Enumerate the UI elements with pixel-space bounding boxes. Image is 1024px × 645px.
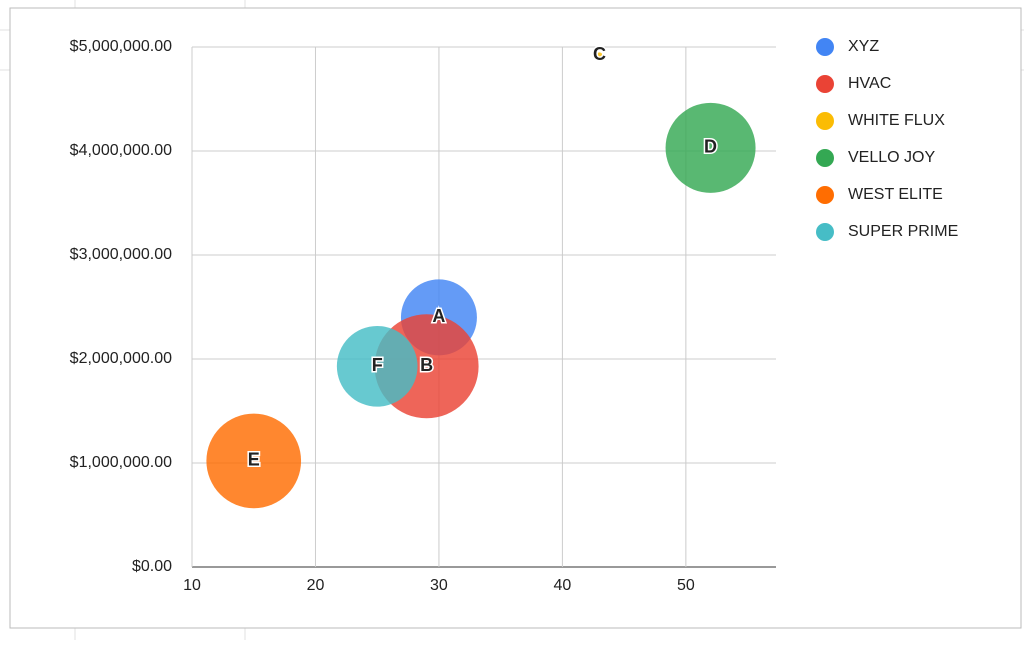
chart-frame xyxy=(9,7,1022,629)
bubble-label: E xyxy=(248,450,260,470)
bubble xyxy=(596,52,603,59)
legend-label: HVAC xyxy=(848,75,891,92)
x-tick-label: 50 xyxy=(677,577,695,594)
x-tick-label: 20 xyxy=(307,577,325,594)
legend-marker xyxy=(816,75,834,93)
legend-marker xyxy=(816,149,834,167)
legend-marker xyxy=(816,186,834,204)
legend-marker xyxy=(816,38,834,56)
bubble-label: C xyxy=(593,44,606,64)
bubble xyxy=(336,325,418,407)
bubble-label: B xyxy=(420,355,433,375)
x-tick-label: 30 xyxy=(430,577,448,594)
bubble xyxy=(665,102,756,193)
y-tick-label: $5,000,000.00 xyxy=(70,38,172,55)
y-tick-label: $2,000,000.00 xyxy=(70,350,172,367)
bubble-label: F xyxy=(372,355,383,375)
x-tick-label: 40 xyxy=(554,577,572,594)
bubble-label: A xyxy=(432,306,445,326)
legend-marker xyxy=(816,223,834,241)
legend-label: XYZ xyxy=(848,38,879,55)
y-tick-label: $1,000,000.00 xyxy=(70,454,172,471)
bubble xyxy=(206,413,302,509)
y-tick-label: $0.00 xyxy=(132,558,172,575)
legend-marker xyxy=(816,112,834,130)
legend-label: SUPER PRIME xyxy=(848,223,958,240)
x-tick-label: 10 xyxy=(183,577,201,594)
bubble-label: D xyxy=(704,137,717,157)
legend-label: WEST ELITE xyxy=(848,186,943,203)
legend-label: VELLO JOY xyxy=(848,149,935,166)
y-tick-label: $4,000,000.00 xyxy=(70,142,172,159)
y-tick-label: $3,000,000.00 xyxy=(70,246,172,263)
legend-label: WHITE FLUX xyxy=(848,112,945,129)
